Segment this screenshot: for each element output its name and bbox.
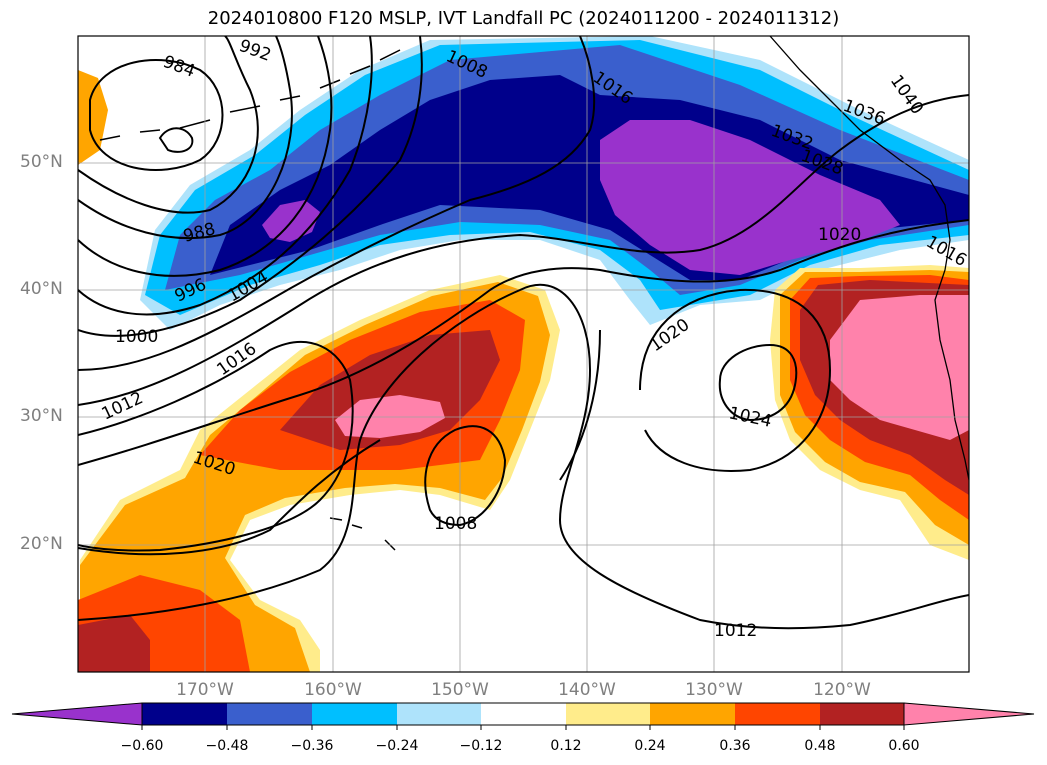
colorbar-segment: [312, 703, 397, 725]
lon-label-120w: 120°W: [813, 680, 871, 700]
lat-label-40n: 40°N: [20, 279, 63, 299]
colorbar-extend-high: [903, 702, 1035, 726]
colorbar-tick-label: 0.24: [634, 738, 666, 754]
colorbar-tick-label: −0.12: [459, 738, 503, 754]
colorbar-tick-label: 0.60: [888, 738, 920, 754]
colorbar-frame: [141, 702, 905, 726]
colorbar-tick-label: 0.48: [804, 738, 836, 754]
positive-west-edge: [78, 70, 108, 165]
isobar-label: 1000: [115, 327, 158, 347]
colorbar-tick-label: 0.36: [719, 738, 751, 754]
colorbar-segment: [566, 703, 650, 725]
isobar-label: 1020: [818, 225, 861, 245]
colorbar-segment: [397, 703, 481, 725]
colorbar-tick-label: 0.12: [550, 738, 582, 754]
colorbar-tick-label: −0.60: [120, 738, 164, 754]
colorbar-tick-label: −0.24: [375, 738, 419, 754]
colorbar-segment: [481, 703, 566, 725]
positive-central-core: [335, 395, 445, 438]
colorbar: [11, 702, 1035, 730]
colorbar-segment: [650, 703, 735, 725]
isobar-label: 1008: [434, 514, 477, 534]
map-frame: [77, 35, 970, 673]
colorbar-tick-label: −0.36: [290, 738, 334, 754]
colorbar-segment: [142, 703, 227, 725]
colorbar-segment: [227, 703, 312, 725]
lat-label-50n: 50°N: [20, 152, 63, 172]
colorbar-segment: [735, 703, 820, 725]
colorbar-tick-label: −0.48: [205, 738, 249, 754]
positive-southwest-core: [78, 615, 150, 672]
negative-core-east: [600, 120, 900, 275]
map-title: 2024010800 F120 MSLP, IVT Landfall PC (2…: [207, 8, 840, 29]
colorbar-extend-low: [11, 702, 143, 726]
lat-label-30n: 30°N: [20, 406, 63, 426]
colorbar-segment: [820, 703, 904, 725]
ivt-shading: 984 992 1008 1016 1036 1040 1032 1028 10…: [78, 36, 969, 672]
lon-label-150w: 150°W: [431, 680, 489, 700]
isobar-label: 1012: [714, 621, 757, 641]
lon-label-160w: 160°W: [304, 680, 362, 700]
positive-east-core: [830, 295, 969, 440]
north-america-coast: [769, 36, 969, 481]
lon-label-170w: 170°W: [176, 680, 234, 700]
lat-label-20n: 20°N: [20, 534, 63, 554]
lon-label-130w: 130°W: [685, 680, 743, 700]
mslp-contours: [78, 36, 969, 630]
lon-label-140w: 140°W: [558, 680, 616, 700]
